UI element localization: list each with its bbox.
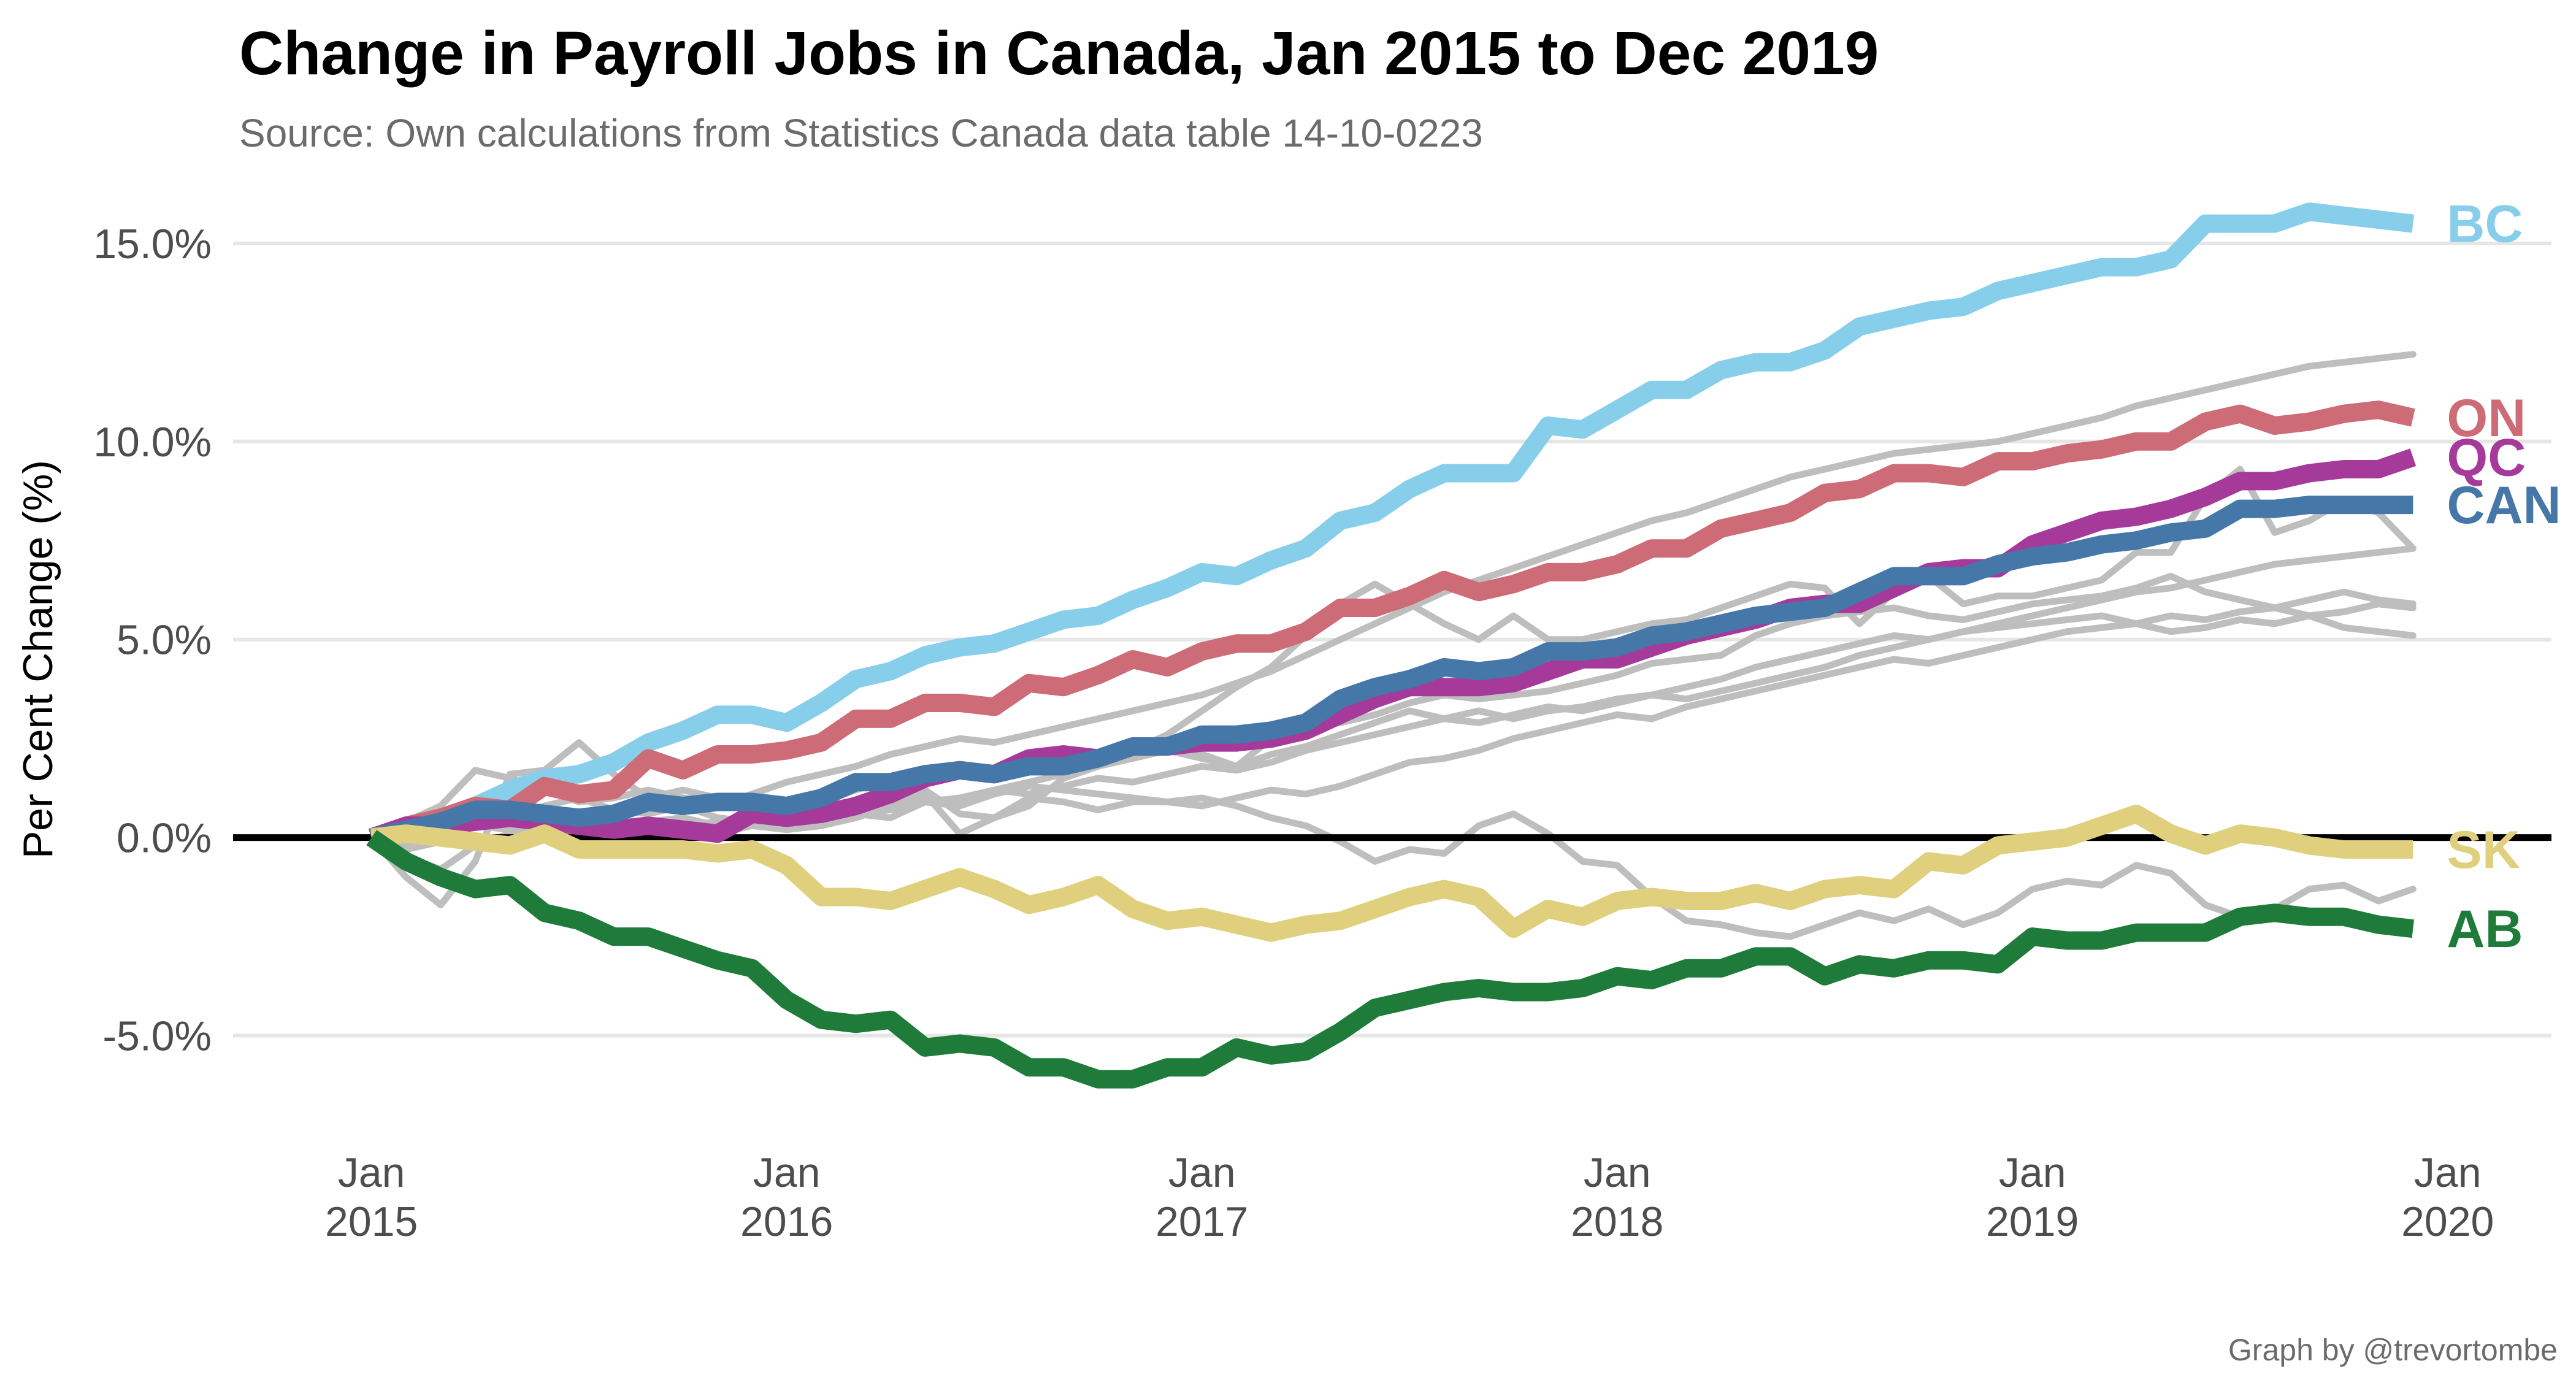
series-line-ab [366,830,2415,1089]
x-tick-label: Jan 2017 [1156,1149,1248,1245]
x-axis-ticks: Jan 2015 Jan 2016 Jan 2017 Jan 2018 Jan 2019 Jan 20… [325,1149,2494,1245]
x-tick-label: Jan 2018 [1571,1149,1663,1245]
series-line-can [369,496,2413,847]
series-line-on [368,401,2415,846]
y-tick-label: -5.0% [102,1013,212,1060]
x-tick-label: Jan 2015 [325,1149,418,1245]
series-label-sk: SK [2447,821,2520,880]
x-tick-label: Jan 2016 [740,1149,833,1245]
y-tick-label: 15.0% [93,221,212,267]
chart-subtitle: Source: Own calculations from Statistics… [239,111,1483,155]
y-tick-label: 5.0% [117,617,212,664]
series-label-ab: AB [2447,900,2523,959]
x-tick-label: Jan 2020 [2401,1149,2494,1245]
chart-caption: Graph by @trevortombe [2228,1333,2558,1367]
series-line-sk [370,804,2413,942]
series-line-qc [368,448,2417,846]
x-tick-label: Jan 2019 [1986,1149,2079,1245]
highlighted-series-group [366,202,2417,1089]
y-axis-ticks: 15.0% 10.0% 5.0% 0.0% -5.0% [93,221,212,1060]
chart-title: Change in Payroll Jobs in Canada, Jan 20… [239,19,1879,88]
y-tick-label: 0.0% [117,815,212,862]
series-label-bc: BC [2447,195,2523,254]
y-axis-title: Per Cent Change (%) [15,460,61,859]
series-label-can: CAN [2447,476,2561,535]
series-label-qc: QC [2447,429,2526,488]
y-tick-label: 10.0% [93,419,212,466]
series-line-bc [369,202,2415,847]
background-series-line [368,600,2417,841]
series-label-on: ON [2447,389,2526,448]
